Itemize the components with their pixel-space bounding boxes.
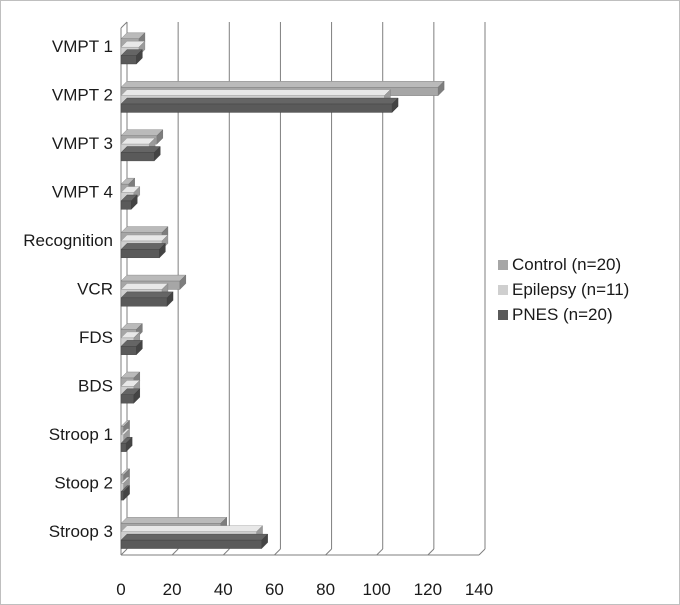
category-label-vmpt-3: VMPT 3 bbox=[52, 134, 113, 153]
bar-pnes-n-20-stroop-3 bbox=[120, 533, 269, 550]
legend-item-control-n-20: Control (n=20) bbox=[498, 255, 621, 274]
category-label-fds: FDS bbox=[79, 328, 113, 347]
gridline-depth bbox=[120, 548, 128, 556]
bar-pnes-n-20-stoop-2 bbox=[120, 485, 131, 501]
x-axis-tick-labels: 0 20 40 60 80 100 120 140 bbox=[116, 580, 493, 599]
gridline-depth bbox=[478, 548, 486, 556]
legend-item-pnes-n-20: PNES (n=20) bbox=[498, 305, 613, 324]
bar-pnes-n-20-fds bbox=[120, 339, 143, 356]
x-tick-label-80: 80 bbox=[316, 580, 335, 599]
bar-pnes-n-20-recognition bbox=[120, 242, 166, 259]
bar-pnes-n-20-vmpt-3 bbox=[120, 146, 161, 162]
legend: Control (n=20) Epilepsy (n=11) PNES (n=20) bbox=[498, 255, 629, 324]
category-label-stoop-2: Stoop 2 bbox=[54, 473, 113, 492]
gridline-depth bbox=[325, 548, 332, 556]
x-tick-label-120: 120 bbox=[414, 580, 442, 599]
bar-pnes-n-20-vmpt-2 bbox=[120, 97, 399, 113]
category-labels: VMPT 1 VMPT 2 VMPT 3 VMPT 4 Recognition VCR FD… bbox=[23, 37, 113, 541]
x-tick-label-140: 140 bbox=[465, 580, 493, 599]
legend-swatch bbox=[498, 285, 508, 295]
gridline-depth bbox=[427, 548, 435, 556]
legend-swatch bbox=[498, 260, 508, 270]
category-label-vcr: VCR bbox=[77, 280, 113, 299]
category-label-bds: BDS bbox=[78, 376, 113, 395]
category-label-vmpt-2: VMPT 2 bbox=[52, 86, 113, 105]
legend-item-epilepsy-n-11: Epilepsy (n=11) bbox=[498, 280, 629, 299]
x-tick-label-100: 100 bbox=[363, 580, 391, 599]
gridline-depth bbox=[274, 548, 281, 556]
bar-pnes-n-20-stroop-1 bbox=[120, 436, 133, 453]
category-label-vmpt-1: VMPT 1 bbox=[52, 37, 113, 56]
bar-pnes-n-20-bds bbox=[120, 388, 141, 404]
bar-pnes-n-20-vmpt-1 bbox=[120, 49, 143, 65]
bar-pnes-n-20-vmpt-4 bbox=[120, 194, 138, 210]
legend-label: Epilepsy (n=11) bbox=[512, 280, 629, 299]
bar-pnes-n-20-vcr bbox=[120, 291, 174, 307]
category-label-stroop-1: Stroop 1 bbox=[49, 425, 113, 444]
legend-label: Control (n=20) bbox=[512, 255, 621, 274]
legend-label: PNES (n=20) bbox=[512, 305, 613, 324]
x-tick-label-60: 60 bbox=[265, 580, 284, 599]
y-axis-depth bbox=[120, 21, 128, 29]
category-label-vmpt-4: VMPT 4 bbox=[52, 183, 113, 202]
gridline-depth bbox=[222, 548, 230, 556]
x-tick-label-20: 20 bbox=[163, 580, 182, 599]
bars bbox=[120, 32, 445, 550]
x-tick-label-0: 0 bbox=[116, 580, 125, 599]
category-label-stroop-3: Stroop 3 bbox=[49, 522, 113, 541]
legend-swatch bbox=[498, 310, 508, 320]
gridline-depth bbox=[171, 548, 179, 556]
x-tick-label-40: 40 bbox=[214, 580, 233, 599]
gridline-depth bbox=[376, 548, 384, 556]
category-label-recognition: Recognition bbox=[23, 231, 113, 250]
